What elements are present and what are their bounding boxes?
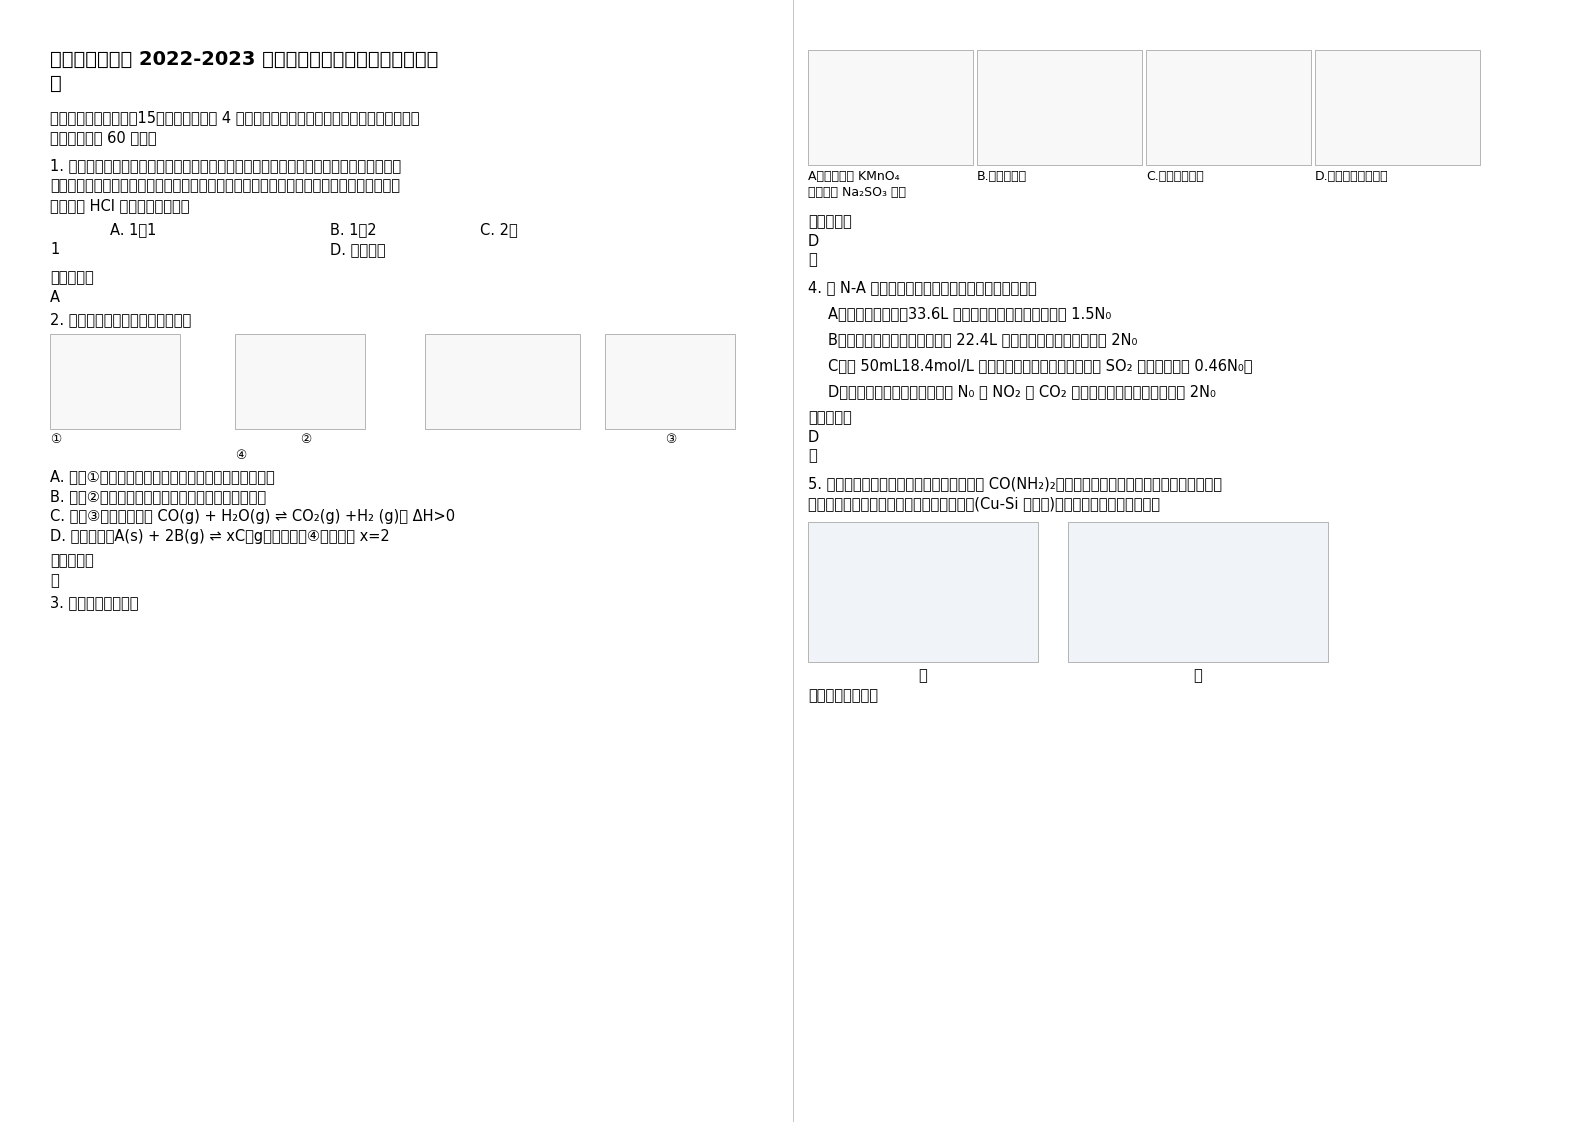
Text: 1: 1 [51,242,59,257]
Text: 一、单选题（本大题內15个小题，每小题 4 分。在每小题给出的四个选项中，只有一项符合: 一、单选题（本大题內15个小题，每小题 4 分。在每小题给出的四个选项中，只有一… [51,110,419,125]
Text: 参考答案：: 参考答案： [808,214,852,229]
Text: B. 　图②装置用于研究不同催化剂对反应速率的影响: B. 图②装置用于研究不同催化剂对反应速率的影响 [51,489,267,504]
Text: 略: 略 [808,448,817,463]
Text: C.海带灯烧成灰: C.海带灯烧成灰 [1146,171,1205,183]
Text: 略: 略 [808,252,817,267]
Text: 4. 设 N-A 为阿伏加德罗常数的値，下列叙述正确的是: 4. 设 N-A 为阿伏加德罗常数的値，下列叙述正确的是 [808,280,1036,295]
Text: 甲: 甲 [919,668,927,683]
Bar [978,50,1143,165]
Text: ④: ④ [235,449,246,462]
Text: 析: 析 [51,74,62,93]
Text: B. 1：2: B. 1：2 [330,222,376,237]
Text: 溶液滴定 Na₂SO₃ 溶液: 溶液滴定 Na₂SO₃ 溶液 [808,186,906,199]
Bar [605,334,735,429]
Text: 热。分别向甲、乙两坑崛中加入足量的相同物质的量浓度的盐酸，反应后甲、乙两坑崛中实: 热。分别向甲、乙两坑崛中加入足量的相同物质的量浓度的盐酸，反应后甲、乙两坑崛中实 [51,178,400,193]
Text: C. 2：: C. 2： [479,222,517,237]
Bar [425,334,579,429]
Text: 参考答案：: 参考答案： [808,410,852,425]
Text: C．　 50mL18.4mol/L 浓确酸与足量铜微热反应，生成 SO₂ 分子的数目为 0.46N₀。: C． 50mL18.4mol/L 浓确酸与足量铜微热反应，生成 SO₂ 分子的数… [828,358,1252,373]
Text: D: D [808,430,819,445]
Text: D. 　对反应：A(s) + 2B(g) ⇌ xC（g）；根据图④可以求出 x=2: D. 对反应：A(s) + 2B(g) ⇌ xC（g）；根据图④可以求出 x=2 [51,528,390,544]
Text: 5. 甲是一种在微生物作用下将废水中的尿素 CO(NH₂)₂转化为环境友好物质，实现化学能转化为能: 5. 甲是一种在微生物作用下将废水中的尿素 CO(NH₂)₂转化为环境友好物质，… [808,476,1222,491]
Text: 题目要求，八 60 分。）: 题目要求，八 60 分。） [51,130,157,145]
Text: ③: ③ [665,433,676,447]
Text: 重庆开县开中学 2022-2023 学年高三化学上学期期末试卷含解: 重庆开县开中学 2022-2023 学年高三化学上学期期末试卷含解 [51,50,438,68]
Text: A. 1：1: A. 1：1 [110,222,157,237]
Text: A．　标准状况下，33.6L 氯化氯中含有氟原子的数目为 1.5N₀: A． 标准状况下，33.6L 氯化氯中含有氟原子的数目为 1.5N₀ [828,306,1111,321]
Text: D: D [808,234,819,249]
Text: B．　常温常压下，足量的镇与 22.4L 氯气反应，转移的电子数为 2N₀: B． 常温常压下，足量的镇与 22.4L 氯气反应，转移的电子数为 2N₀ [828,332,1138,347]
Text: 际消耗的 HCl 的物质的量之比为: 际消耗的 HCl 的物质的量之比为 [51,197,189,213]
Bar [1316,50,1481,165]
Text: 2. 关于下列图示的说法中正确的是: 2. 关于下列图示的说法中正确的是 [51,312,192,327]
Bar [808,50,973,165]
Text: 参考答案：: 参考答案： [51,270,94,285]
Text: D. 无法确定: D. 无法确定 [330,242,386,257]
Text: D．　常温常压下，分子总数为 N₀ 的 NO₂ 和 CO₂ 混合气体中含有的氧原子数为 2N₀: D． 常温常压下，分子总数为 N₀ 的 NO₂ 和 CO₂ 混合气体中含有的氧原… [828,384,1216,399]
Text: A. 　图①装置用于分离沸点相差较大的互溶液体混合物: A. 图①装置用于分离沸点相差较大的互溶液体混合物 [51,469,275,484]
Text: 的装置，利用甲、乙两装置，实现对沶金属(Cu-Si 作硅源)进行电解精炼制备高纯硅。: 的装置，利用甲、乙两装置，实现对沶金属(Cu-Si 作硅源)进行电解精炼制备高纯… [808,496,1160,511]
Text: 略: 略 [51,573,59,588]
Text: 3. 下列实验正确的是: 3. 下列实验正确的是 [51,595,138,610]
Text: ②: ② [300,433,311,447]
Bar [1068,522,1328,662]
Bar [808,522,1038,662]
Text: 下列说法正确的是: 下列说法正确的是 [808,688,878,703]
Text: A．　用酸性 KMnO₄: A． 用酸性 KMnO₄ [808,171,900,183]
Text: B.配制稀硫酸: B.配制稀硫酸 [978,171,1027,183]
Bar [51,334,179,429]
Bar [1146,50,1311,165]
Bar [235,334,365,429]
Text: ①: ① [51,433,62,447]
Text: A: A [51,289,60,305]
Text: D.探究氯碱工业原理: D.探究氯碱工业原理 [1316,171,1389,183]
Text: C. 　图③表示可逆反应 CO(g) + H₂O(g) ⇌ CO₂(g) +H₂ (g)； ΔH>0: C. 图③表示可逆反应 CO(g) + H₂O(g) ⇌ CO₂(g) +H₂ … [51,509,455,524]
Text: 参考答案：: 参考答案： [51,553,94,568]
Text: 1. 在甲乙两个坑崛中分别盛等质量的碳酸氢钓；将甲充分加热，之后冷却至室温；乙不加: 1. 在甲乙两个坑崛中分别盛等质量的碳酸氢钓；将甲充分加热，之后冷却至室温；乙不… [51,158,402,173]
Text: 乙: 乙 [1193,668,1203,683]
